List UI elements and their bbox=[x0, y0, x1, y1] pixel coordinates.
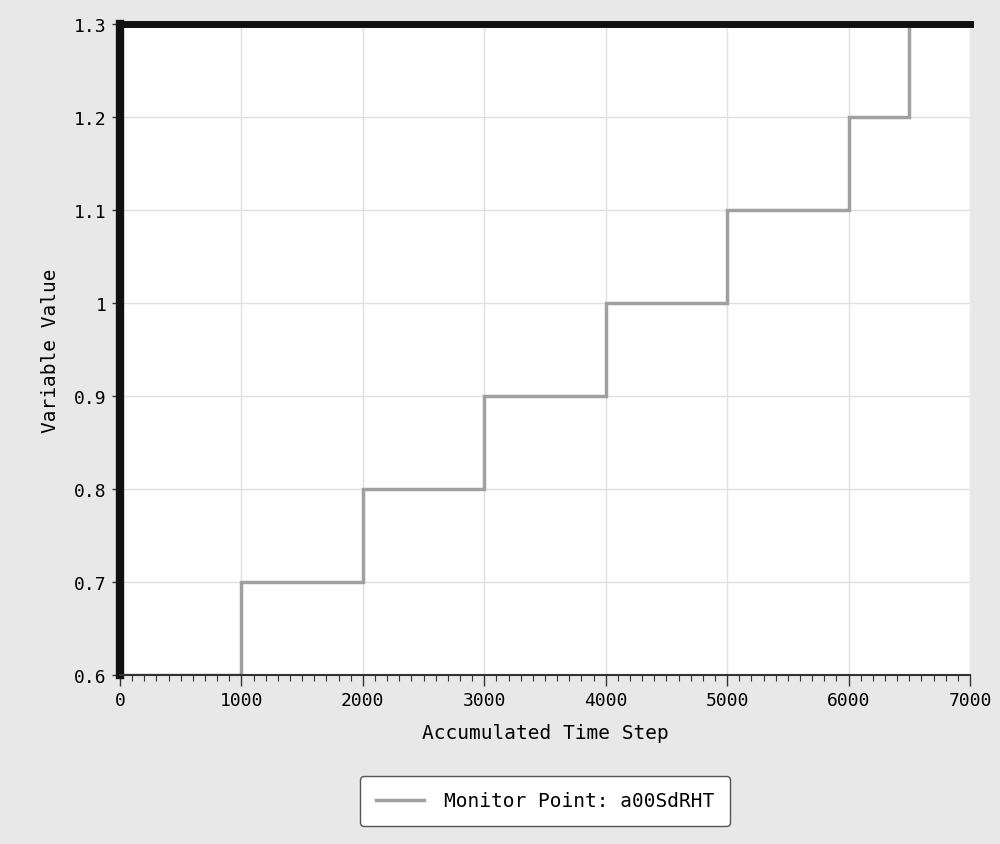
X-axis label: Accumulated Time Step: Accumulated Time Step bbox=[422, 723, 668, 742]
Legend: Monitor Point: a00SdRHT: Monitor Point: a00SdRHT bbox=[360, 776, 730, 826]
Y-axis label: Variable Value: Variable Value bbox=[41, 268, 60, 432]
